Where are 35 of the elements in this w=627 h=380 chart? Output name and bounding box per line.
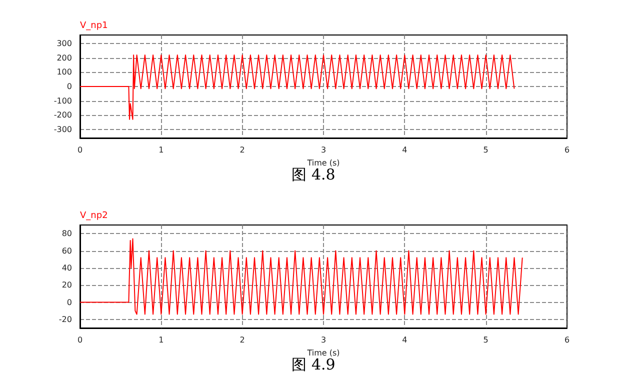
x-tick-label: 5 <box>483 336 488 344</box>
y-tick-label: 60 <box>62 246 72 256</box>
y-tick-label: 80 <box>62 229 72 238</box>
caption: 图 4.8 <box>292 166 336 184</box>
y-tick-label: 300 <box>56 39 72 48</box>
x-tick-label: 0 <box>77 336 83 344</box>
x-tick-label: 6 <box>564 336 570 344</box>
y-tick-label: -200 <box>54 110 72 120</box>
x-tick-label: 1 <box>158 146 164 154</box>
text: V_np2 <box>80 211 108 221</box>
y-tick-label: 200 <box>56 53 72 62</box>
caption: 图 4.9 <box>292 356 336 374</box>
x-axis-title: Time (s) <box>306 348 340 358</box>
y-tick-label: 100 <box>56 68 72 77</box>
x-tick-label: 3 <box>320 146 326 154</box>
y-tick-label: 20 <box>62 280 72 290</box>
x-tick-label: 6 <box>564 146 570 154</box>
x-axis-title: Time (s) <box>306 158 340 168</box>
x-tick-label: 0 <box>77 146 83 154</box>
line-series <box>80 54 515 120</box>
x-tick-label: 4 <box>402 146 408 154</box>
text: V_np1 <box>80 21 108 31</box>
x-tick-label: 5 <box>483 146 488 154</box>
x-tick-label: 4 <box>402 336 408 344</box>
line-series <box>80 238 523 315</box>
x-tick-label: 3 <box>320 336 326 344</box>
y-tick-label: 0 <box>66 298 72 307</box>
y-tick-label: -20 <box>58 314 72 324</box>
x-tick-label: 2 <box>240 146 245 154</box>
y-tick-label: 40 <box>62 263 72 272</box>
y-tick-label: -300 <box>54 124 72 134</box>
y-tick-label: 0 <box>66 82 72 91</box>
x-tick-label: 1 <box>158 336 164 344</box>
x-tick-label: 2 <box>240 336 245 344</box>
y-tick-label: -100 <box>54 96 72 106</box>
